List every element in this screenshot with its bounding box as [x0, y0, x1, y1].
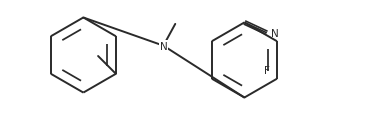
- Text: N: N: [160, 41, 167, 51]
- Text: F: F: [264, 65, 270, 75]
- Text: N: N: [271, 29, 279, 39]
